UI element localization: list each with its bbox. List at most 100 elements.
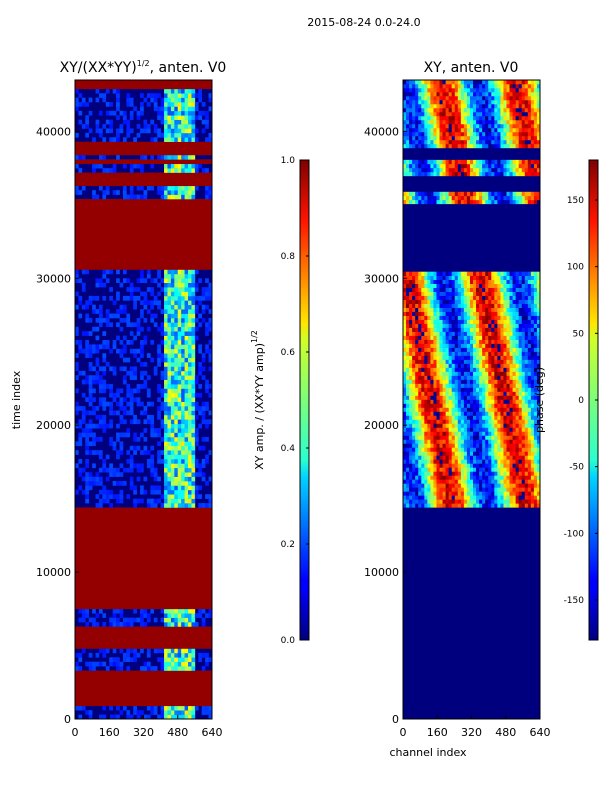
phase-heatmap-cell [412,343,416,348]
amplitude-heatmap-cell [102,357,107,363]
amplitude-heatmap-cell [140,278,144,284]
phase-heatmap-cell [412,451,416,456]
phase-heatmap-cell [436,479,440,484]
phase-heatmap-cell [500,379,504,384]
amplitude-heatmap-cell [85,304,89,310]
amplitude-heatmap-cell [184,472,189,477]
phase-heatmap-cell [506,423,510,428]
amplitude-heatmap-cell [88,379,93,385]
phase-heatmap-cell [427,367,431,372]
phase-heatmap-cell [424,279,428,284]
amplitude-heatmap-cell [208,419,212,425]
phase-heatmap-cell [454,323,459,328]
phase-heatmap-cell [406,443,410,448]
phase-heatmap-cell [409,275,413,280]
amplitude-heatmap-cell [112,714,117,719]
phase-heatmap-cell [448,487,453,492]
amplitude-heatmap-row [75,198,212,204]
phase-heatmap-cell [509,359,513,364]
phase-heatmap-cell [488,475,492,480]
phase-heatmap-cell [506,191,510,197]
amplitude-heatmap-cell [164,375,168,380]
phase-heatmap-cell [491,315,495,320]
amplitude-heatmap-cell [201,445,206,451]
phase-heatmap-cell [533,171,538,177]
amplitude-heatmap-cell [143,124,148,129]
phase-heatmap-cell [415,199,419,205]
phase-heatmap-cell [442,479,446,484]
amplitude-heatmap-cell [191,300,196,306]
phase-heatmap-cell [527,279,532,284]
phase-heatmap-cell [421,199,425,205]
phase-heatmap-cell [491,195,495,201]
phase-heatmap-cell [509,423,513,428]
amplitude-heatmap-cell [170,608,175,614]
amplitude-heatmap-cell [160,666,165,671]
amplitude-heatmap-cell [140,463,144,469]
phase-heatmap-cell [491,359,495,364]
phase-heatmap-cell [451,163,456,169]
phase-heatmap-cell [473,283,477,288]
amplitude-heatmap-cell [88,432,93,438]
phase-heatmap-cell [518,487,523,492]
amplitude-heatmap-cell [188,282,192,288]
amplitude-heatmap-cell [116,705,120,711]
phase-heatmap-cell [485,347,489,352]
phase-heatmap-cell [491,503,495,508]
phase-heatmap-cell [512,411,516,416]
phase-heatmap-cell [476,371,480,376]
amplitude-heatmap-cell [181,273,185,279]
phase-heatmap-cell [433,331,437,336]
phase-heatmap-cell [427,139,431,145]
phase-heatmap-cell [479,435,483,440]
phase-heatmap-cell [427,459,431,464]
phase-heatmap-cell [466,443,471,448]
amplitude-heatmap-cell [181,666,185,671]
phase-heatmap-cell [409,411,413,416]
phase-heatmap-cell [473,375,477,380]
phase-heatmap-cell [466,171,471,177]
phase-heatmap-cell [469,503,474,508]
amplitude-heatmap-cell [174,613,179,618]
phase-heatmap-cell [469,439,474,444]
phase-heatmap-cell [421,399,425,404]
phase-heatmap-cell [482,475,486,480]
phase-heatmap-cell [409,339,413,344]
amplitude-heatmap-cell [78,666,83,671]
phase-heatmap-cell [433,275,437,280]
phase-heatmap-cell [527,299,532,304]
phase-heatmap-cell [418,323,422,328]
phase-heatmap-cell [448,367,453,372]
phase-heatmap-cell [482,351,486,356]
phase-heatmap-cell [476,335,480,340]
phase-heatmap-cell [427,387,431,392]
amplitude-heatmap-cell [164,119,168,125]
phase-heatmap-cell [515,191,519,197]
phase-heatmap-cell [448,403,453,408]
amplitude-heatmap-cell [181,450,185,455]
phase-heatmap-cell [454,143,459,149]
amplitude-heatmap-row [75,670,212,676]
phase-heatmap-cell [476,411,480,416]
amplitude-heatmap-cell [109,119,113,125]
amplitude-heatmap-cell [181,710,185,715]
phase-heatmap-cell [524,367,529,372]
amplitude-heatmap-cell [205,494,209,499]
phase-heatmap-cell [518,483,523,488]
phase-heatmap-cell [415,491,419,496]
phase-heatmap-cell [421,291,425,296]
amplitude-heatmap-cell [146,498,151,504]
phase-heatmap-cell [445,483,449,488]
amplitude-heatmap-cell [102,194,107,200]
amplitude-heatmap-cell [102,613,107,618]
phase-heatmap-cell [512,435,516,440]
amplitude-heatmap-cell [119,128,124,134]
amplitude-heatmap-row [75,529,212,535]
phase-heatmap-cell [521,463,526,468]
amplitude-heatmap-cell [177,710,182,715]
phase-heatmap-cell [533,303,538,308]
phase-heatmap-cell [536,435,540,440]
amplitude-heatmap [75,80,212,719]
amplitude-heatmap-cell [122,705,127,711]
phase-heatmap-cell [518,315,523,320]
